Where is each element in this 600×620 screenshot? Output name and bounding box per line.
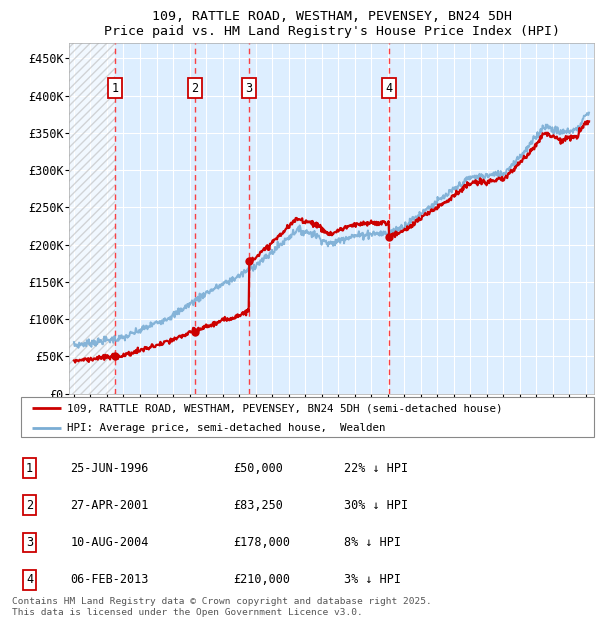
Bar: [69, 43, 115, 394]
Text: £50,000: £50,000: [233, 462, 283, 474]
Text: 1: 1: [26, 462, 33, 474]
Text: HPI: Average price, semi-detached house,  Wealden: HPI: Average price, semi-detached house,…: [67, 423, 385, 433]
Text: 1: 1: [112, 82, 118, 95]
Text: 109, RATTLE ROAD, WESTHAM, PEVENSEY, BN24 5DH (semi-detached house): 109, RATTLE ROAD, WESTHAM, PEVENSEY, BN2…: [67, 403, 502, 413]
Text: 8% ↓ HPI: 8% ↓ HPI: [344, 536, 401, 549]
Text: 10-AUG-2004: 10-AUG-2004: [70, 536, 149, 549]
Text: 4: 4: [26, 574, 33, 586]
Text: 3% ↓ HPI: 3% ↓ HPI: [344, 574, 401, 586]
Text: £210,000: £210,000: [233, 574, 290, 586]
Text: £83,250: £83,250: [233, 499, 283, 511]
Text: 2: 2: [191, 82, 199, 95]
Text: 27-APR-2001: 27-APR-2001: [70, 499, 149, 511]
Text: 2: 2: [26, 499, 33, 511]
Title: 109, RATTLE ROAD, WESTHAM, PEVENSEY, BN24 5DH
Price paid vs. HM Land Registry's : 109, RATTLE ROAD, WESTHAM, PEVENSEY, BN2…: [104, 10, 560, 38]
Text: 22% ↓ HPI: 22% ↓ HPI: [344, 462, 408, 474]
Text: £178,000: £178,000: [233, 536, 290, 549]
Text: 30% ↓ HPI: 30% ↓ HPI: [344, 499, 408, 511]
Text: 4: 4: [386, 82, 392, 95]
Text: 25-JUN-1996: 25-JUN-1996: [70, 462, 149, 474]
Text: 06-FEB-2013: 06-FEB-2013: [70, 574, 149, 586]
Text: Contains HM Land Registry data © Crown copyright and database right 2025.
This d: Contains HM Land Registry data © Crown c…: [12, 598, 432, 617]
Text: 3: 3: [26, 536, 33, 549]
Text: 3: 3: [245, 82, 253, 95]
